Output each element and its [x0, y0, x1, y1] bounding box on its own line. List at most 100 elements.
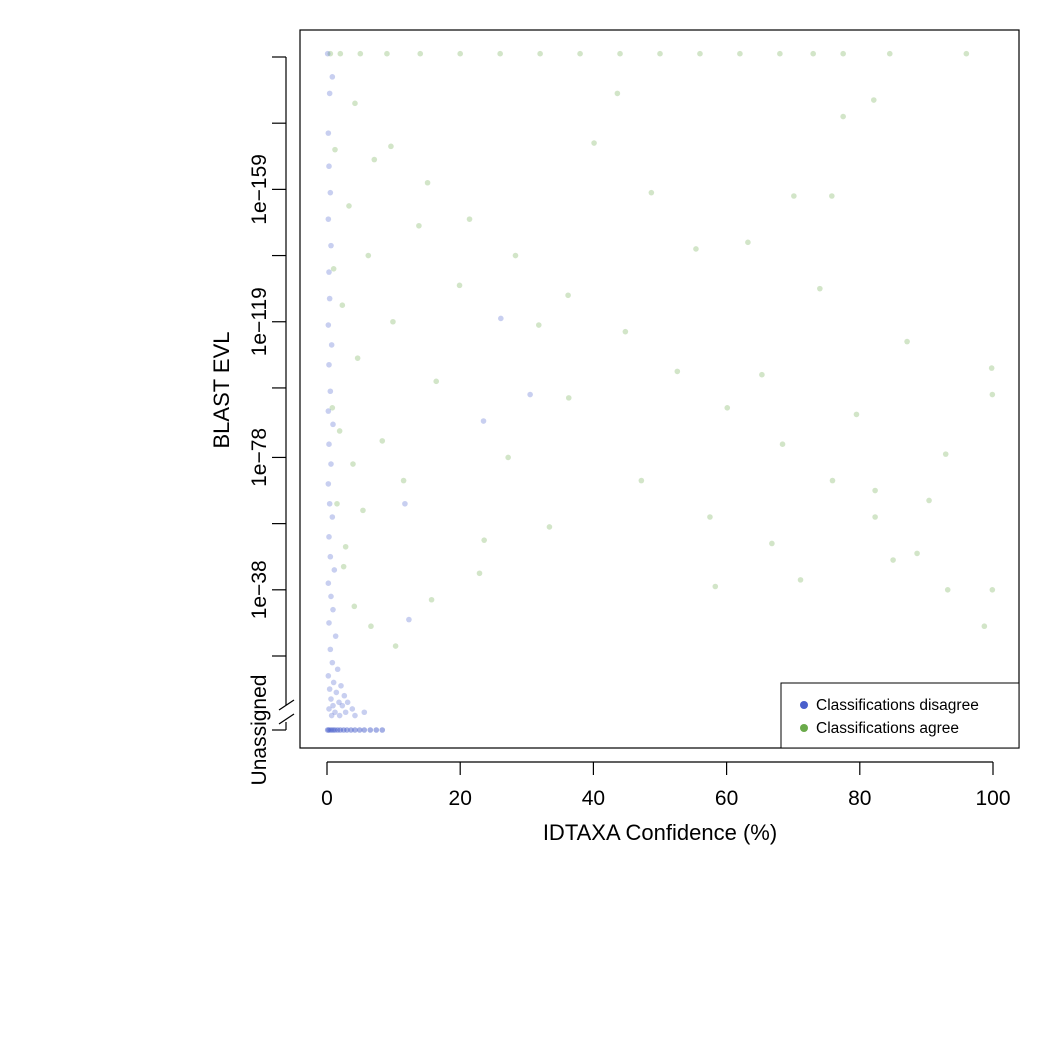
data-point: [360, 507, 366, 514]
data-point: [535, 322, 542, 328]
data-point: [853, 411, 860, 418]
y-tick-label: 1e−38: [248, 560, 271, 619]
data-point-unassigned: [356, 727, 363, 733]
data-point: [334, 666, 341, 673]
data-point: [325, 408, 332, 414]
data-point: [988, 365, 995, 371]
data-point: [791, 193, 797, 199]
data-point: [342, 543, 349, 550]
data-point: [330, 606, 336, 613]
data-point: [779, 441, 786, 447]
data-point: [707, 514, 713, 520]
data-point: [942, 451, 949, 457]
data-point: [328, 242, 334, 249]
data-point: [350, 461, 356, 467]
data-point: [400, 477, 407, 484]
data-point: [349, 706, 356, 712]
x-tick-label: 40: [582, 787, 605, 810]
data-point: [759, 371, 765, 378]
data-point-unassigned: [352, 727, 358, 733]
data-point: [565, 395, 572, 401]
data-point: [480, 418, 487, 424]
data-point-unassigned: [373, 727, 380, 733]
data-point: [326, 500, 333, 507]
data-point: [354, 355, 361, 361]
data-point: [326, 441, 332, 447]
data-point: [352, 712, 358, 719]
data-point: [379, 438, 386, 444]
data-point: [326, 269, 332, 275]
data-point: [392, 643, 399, 649]
data-point: [357, 50, 364, 57]
data-point: [457, 50, 464, 57]
data-point: [330, 702, 336, 709]
data-point: [466, 216, 473, 222]
data-point: [332, 633, 339, 639]
data-point: [325, 673, 332, 679]
data-point: [337, 50, 344, 57]
data-point: [872, 487, 878, 494]
data-point: [388, 143, 394, 150]
data-point: [326, 686, 333, 692]
data-point: [872, 514, 878, 520]
data-point: [840, 113, 846, 120]
data-point: [327, 189, 334, 196]
data-point: [648, 189, 655, 196]
data-point: [361, 709, 368, 716]
y-axis-break-mark: [278, 699, 295, 711]
data-point: [326, 295, 333, 302]
data-point: [331, 567, 338, 573]
data-point: [371, 156, 378, 163]
data-point: [325, 322, 332, 328]
data-point-unassigned: [361, 727, 368, 733]
data-point: [344, 699, 351, 706]
data-point: [617, 50, 623, 57]
data-point: [565, 292, 571, 299]
data-point: [638, 477, 645, 484]
legend-box: [780, 682, 1020, 749]
data-point: [326, 90, 333, 97]
x-tick-label: 0: [321, 787, 333, 810]
y-axis-label: BLAST EVL: [209, 332, 234, 449]
data-point: [336, 428, 343, 434]
data-point: [390, 318, 396, 325]
data-point: [334, 500, 340, 507]
data-point: [546, 524, 553, 530]
y-tick-label: 1e−159: [248, 154, 271, 225]
data-point: [365, 252, 372, 259]
data-point: [697, 50, 703, 57]
data-point: [328, 712, 335, 719]
data-point: [332, 709, 338, 716]
x-axis-label: IDTAXA Confidence (%): [543, 820, 777, 845]
data-point: [402, 500, 408, 507]
data-point-unassigned: [348, 727, 354, 733]
data-point: [342, 709, 349, 716]
data-point: [333, 689, 340, 696]
data-point: [914, 550, 920, 557]
data-point: [622, 328, 629, 335]
data-point: [346, 203, 352, 209]
data-point: [416, 222, 422, 229]
data-point: [591, 140, 597, 146]
data-point: [674, 368, 681, 375]
data-point: [724, 404, 731, 411]
axis-labels: IDTAXA Confidence (%) BLAST EVL 0 20 40 60 8…: [209, 154, 1011, 845]
data-point-unassigned: [379, 727, 386, 733]
data-point: [829, 477, 836, 484]
data-point: [351, 603, 358, 610]
data-point: [325, 130, 332, 136]
data-point: [989, 587, 996, 593]
data-point: [712, 583, 719, 590]
data-point: [326, 163, 332, 170]
data-point: [476, 570, 483, 577]
data-point: [810, 50, 816, 57]
data-point: [327, 646, 334, 653]
data-point: [886, 50, 893, 57]
data-point-unassigned: [344, 727, 350, 733]
data-point: [577, 50, 583, 57]
data-point: [326, 706, 332, 712]
data-point: [325, 580, 332, 586]
data-point: [904, 338, 910, 345]
